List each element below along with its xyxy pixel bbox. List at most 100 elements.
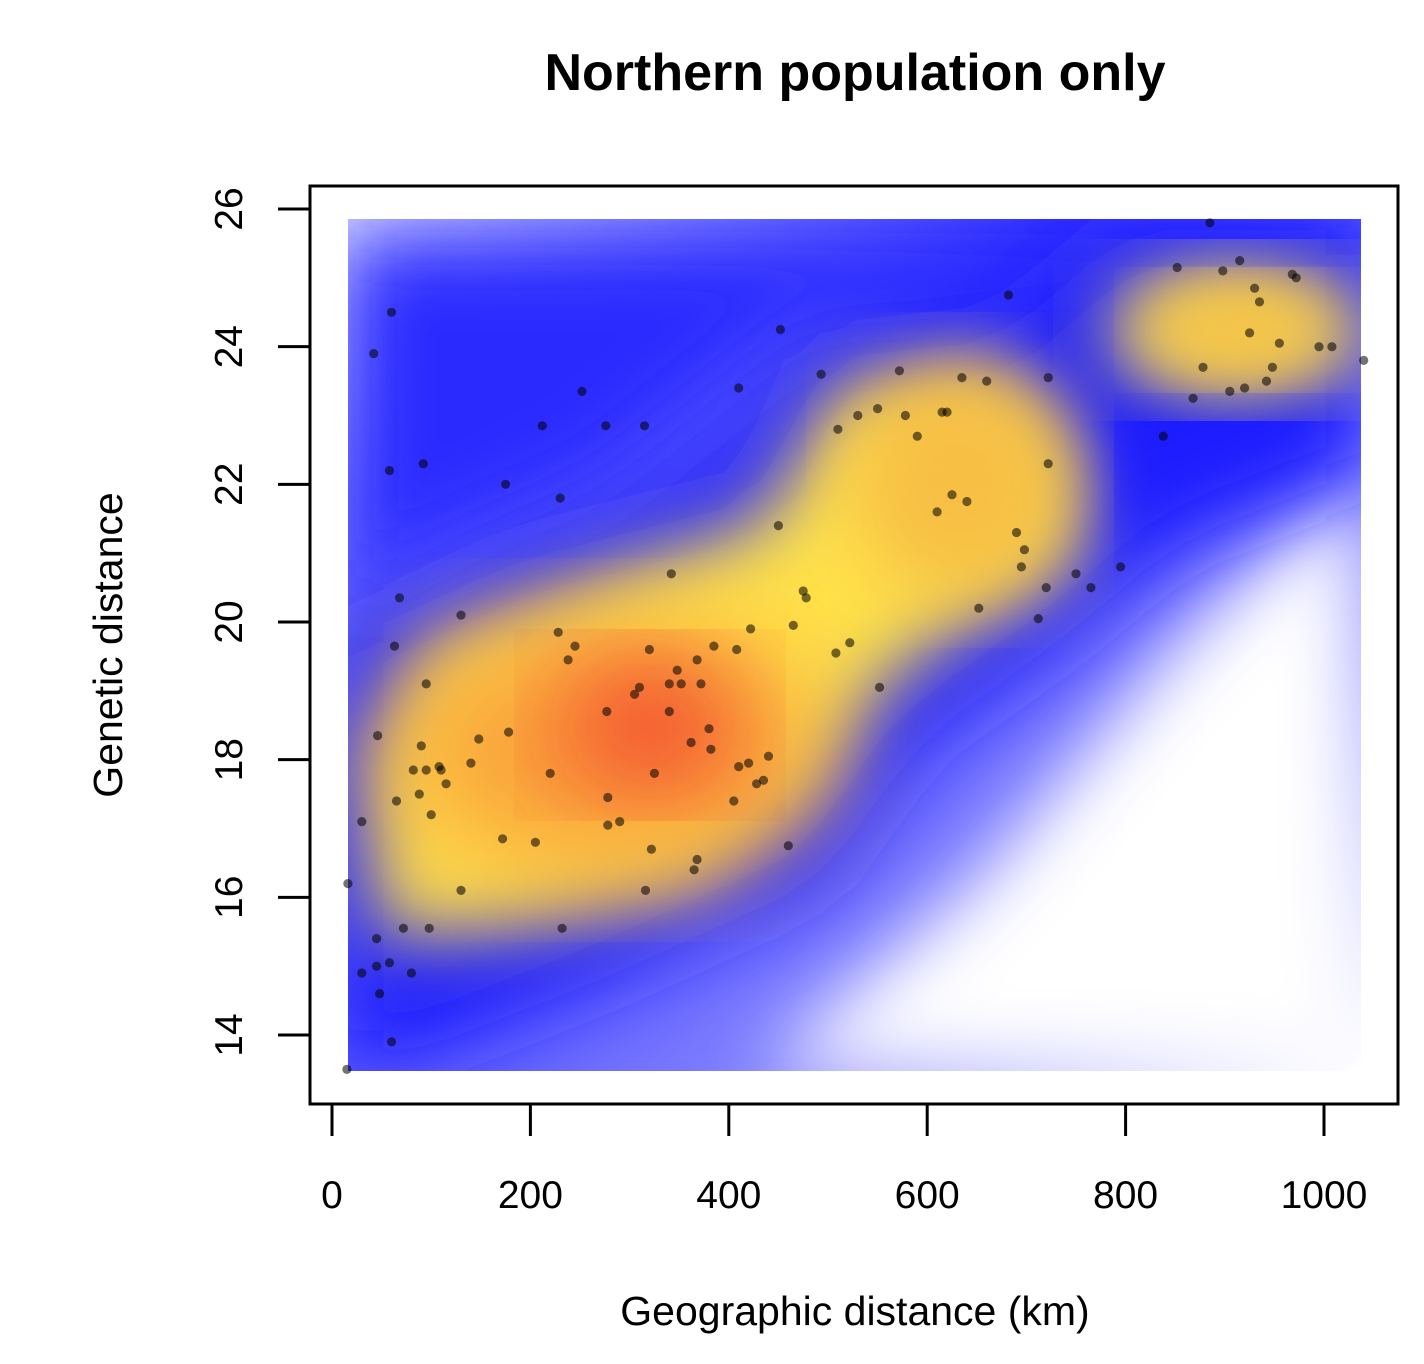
- chart-title: Northern population only: [544, 44, 1165, 102]
- density-core-orange-3: [1150, 285, 1330, 375]
- data-point: [1019, 545, 1029, 555]
- data-point: [1235, 256, 1245, 266]
- y-tick-label: 20: [208, 600, 251, 643]
- data-point: [555, 493, 565, 503]
- y-tick-label: 14: [208, 1013, 251, 1056]
- data-point: [644, 644, 655, 655]
- data-point: [664, 679, 674, 689]
- density-band-upper-left: [348, 240, 1361, 620]
- data-point: [758, 775, 769, 785]
- data-point: [689, 865, 699, 875]
- data-point: [640, 885, 651, 896]
- data-point: [1086, 583, 1096, 593]
- data-point: [664, 706, 674, 717]
- data-point: [1274, 338, 1284, 348]
- data-point: [845, 638, 855, 648]
- data-point: [436, 765, 446, 775]
- data-point: [1003, 290, 1014, 300]
- data-point: [974, 603, 984, 613]
- data-point: [1188, 393, 1198, 403]
- data-point: [752, 779, 762, 789]
- density-peak-red: [565, 665, 735, 785]
- data-point: [1240, 383, 1250, 393]
- data-point: [1314, 342, 1324, 352]
- data-point: [456, 885, 466, 896]
- data-point: [734, 762, 744, 772]
- data-point: [421, 765, 431, 775]
- data-point: [957, 373, 967, 383]
- data-point: [729, 796, 739, 806]
- data-point: [873, 404, 883, 414]
- data-point: [1250, 283, 1260, 293]
- density-layer: [348, 219, 1361, 1071]
- data-point: [603, 820, 613, 830]
- y-axis-label: Genetic distance: [85, 492, 131, 797]
- data-point: [875, 682, 885, 693]
- data-point: [545, 768, 555, 779]
- data-point: [570, 641, 580, 651]
- data-point: [932, 507, 942, 517]
- data-point: [630, 689, 640, 699]
- data-point: [1043, 373, 1053, 383]
- data-point: [384, 466, 395, 476]
- data-point: [1254, 297, 1265, 307]
- data-point: [1158, 431, 1168, 441]
- y-tick-label: 24: [208, 325, 251, 368]
- data-point: [504, 727, 514, 737]
- data-point: [744, 758, 754, 768]
- data-point: [372, 961, 382, 971]
- data-point: [900, 410, 911, 421]
- data-point: [686, 737, 696, 748]
- data-point: [746, 624, 756, 634]
- data-point: [1041, 583, 1051, 593]
- x-tick-label: 0: [321, 1174, 343, 1217]
- data-point: [734, 383, 744, 393]
- data-point: [894, 366, 905, 376]
- data-point: [692, 854, 702, 865]
- data-point: [384, 958, 395, 968]
- data-point: [942, 407, 952, 417]
- data-point: [1033, 614, 1043, 624]
- data-point: [1218, 266, 1228, 276]
- data-point: [601, 421, 611, 431]
- data-point: [603, 792, 613, 803]
- data-point: [498, 834, 508, 844]
- data-point: [763, 751, 774, 761]
- data-point: [563, 655, 573, 665]
- data-point: [1172, 262, 1182, 273]
- data-point: [709, 641, 719, 651]
- data-point: [833, 424, 843, 434]
- x-axis-label: Geographic distance (km): [620, 1288, 1089, 1334]
- x-tick-label: 600: [895, 1174, 960, 1217]
- density-empty-lower-right: [760, 470, 1361, 1071]
- data-point: [1225, 386, 1235, 396]
- scatter-points: [342, 218, 1369, 1074]
- data-point: [1071, 569, 1081, 579]
- data-point: [373, 731, 383, 741]
- data-point: [375, 989, 385, 999]
- data-point: [372, 934, 382, 944]
- data-point: [474, 734, 484, 744]
- data-point: [416, 741, 426, 751]
- x-tick-label: 1000: [1281, 1174, 1368, 1217]
- data-point: [557, 923, 567, 933]
- data-point: [357, 817, 367, 827]
- data-point: [646, 844, 657, 854]
- data-point: [466, 758, 476, 768]
- data-point: [912, 431, 922, 441]
- data-point: [696, 679, 706, 689]
- y-axis: 14 16 18 20 22 24 26: [208, 187, 312, 1057]
- data-point: [801, 593, 811, 603]
- data-point: [1011, 527, 1022, 538]
- data-point: [577, 386, 587, 396]
- data-point: [391, 796, 402, 806]
- data-point: [947, 490, 957, 500]
- data-point: [1267, 362, 1277, 372]
- data-point: [1198, 362, 1208, 372]
- data-point: [788, 620, 798, 631]
- data-point: [369, 349, 379, 359]
- data-point: [706, 744, 716, 754]
- data-point: [357, 968, 367, 978]
- data-point: [1261, 376, 1272, 386]
